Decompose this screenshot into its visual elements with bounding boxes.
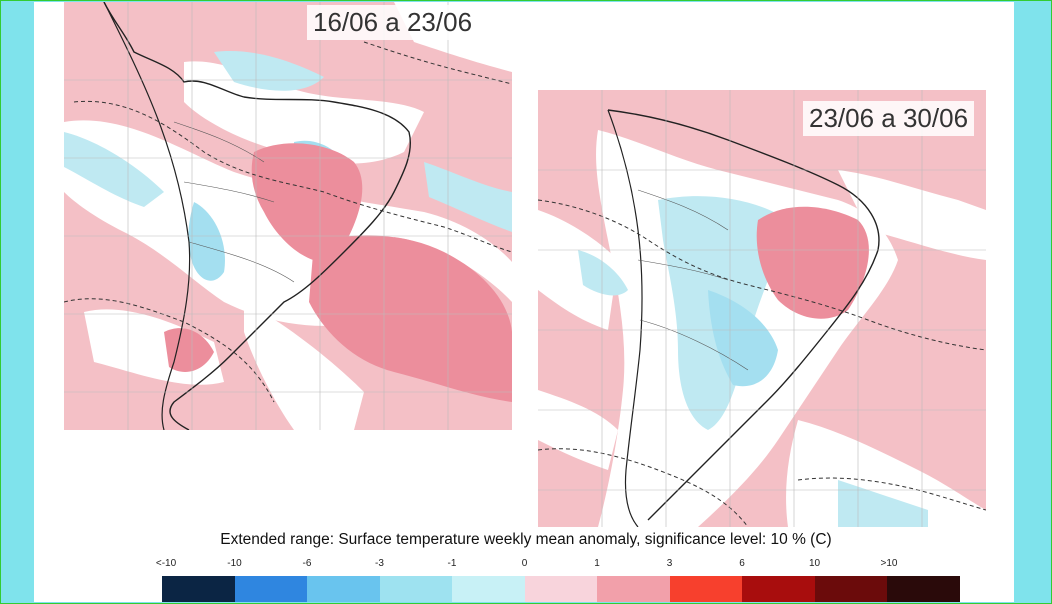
legend-tick-label: 0 [521, 558, 528, 569]
map-week-1 [64, 2, 512, 430]
map-week-2 [538, 90, 986, 527]
map-week-2-graphic [538, 90, 986, 527]
legend-tick-label: <-10 [155, 558, 177, 569]
legend-swatch [887, 576, 960, 602]
legend-tick-label: 1 [594, 558, 600, 569]
legend-swatch [162, 576, 235, 602]
legend-tick-label: 10 [808, 558, 821, 569]
legend-swatch [307, 576, 380, 602]
legend-swatch [452, 576, 525, 602]
legend-tick-label: 6 [739, 558, 745, 569]
legend-swatch [814, 576, 887, 602]
legend-swatch [524, 576, 597, 602]
legend-swatch [234, 576, 307, 602]
legend-tick-label: -3 [375, 558, 384, 569]
legend-swatch [669, 576, 742, 602]
legend-swatch [379, 576, 452, 602]
color-legend-bar [162, 576, 960, 602]
legend-tick-label: -6 [302, 558, 312, 569]
legend-tick-label: -10 [227, 558, 242, 569]
legend-swatch [742, 576, 815, 602]
legend-tick-label: 3 [666, 558, 673, 569]
legend-tick-label: >10 [880, 558, 898, 569]
legend-tick-label: -1 [447, 558, 457, 569]
map-week-2-label: 23/06 a 30/06 [803, 101, 975, 136]
legend-swatch [597, 576, 670, 602]
map-week-1-label: 16/06 a 23/06 [307, 5, 479, 40]
map-week-1-graphic [64, 2, 512, 430]
figure-caption: Extended range: Surface temperature week… [220, 531, 832, 548]
